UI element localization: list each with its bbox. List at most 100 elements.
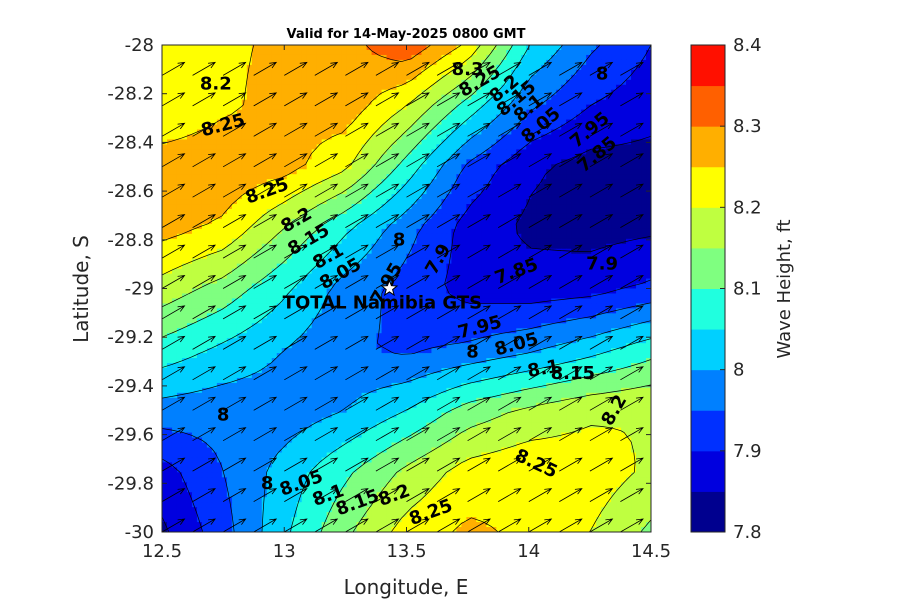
contour-cell: [191, 268, 198, 275]
contour-cell: [276, 228, 283, 235]
contour-cell: [281, 124, 288, 131]
contour-cell: [331, 233, 338, 240]
contour-cell: [611, 129, 617, 136]
contour-cell: [271, 49, 278, 56]
contour-cell: [591, 194, 597, 200]
contour-cell: [211, 179, 218, 185]
contour-cell: [496, 124, 502, 131]
contour-cell: [451, 263, 457, 270]
contour-cell: [286, 164, 293, 170]
contour-cell: [461, 45, 467, 51]
contour-cell: [166, 124, 173, 131]
contour-cell: [641, 64, 647, 71]
contour-cell: [646, 89, 651, 96]
contour-cell: [611, 194, 617, 200]
contour-cell: [401, 238, 408, 245]
contour-cell: [306, 253, 313, 260]
contour-cell: [201, 179, 208, 185]
contour-cell: [176, 189, 183, 195]
contour-cell: [291, 273, 298, 280]
contour-cell: [406, 273, 413, 280]
contour-cell: [186, 194, 193, 200]
contour-cell: [481, 248, 487, 255]
contour-cell: [321, 84, 328, 91]
contour-cell: [491, 164, 497, 170]
contour-cell: [261, 109, 268, 116]
contour-cell: [196, 293, 203, 300]
contour-cell: [316, 104, 323, 111]
contour-cell: [341, 99, 348, 106]
contour-cell: [376, 204, 383, 210]
contour-cell: [546, 199, 552, 205]
contour-cell: [226, 79, 233, 86]
contour-cell: [571, 59, 577, 66]
contour-cell: [386, 84, 393, 91]
contour-cell: [401, 149, 408, 155]
contour-cell: [416, 59, 423, 66]
contour-cell: [271, 54, 278, 61]
contour-cell: [631, 89, 637, 96]
contour-cell: [321, 268, 328, 275]
contour-cell: [461, 248, 467, 255]
contour-cell: [166, 64, 173, 71]
contour-cell: [401, 248, 408, 255]
contour-cell: [426, 114, 433, 121]
contour-cell: [621, 94, 627, 101]
contour-cell: [636, 258, 642, 265]
contour-cell: [316, 89, 323, 96]
contour-cell: [396, 124, 403, 131]
contour-cell: [641, 228, 647, 235]
contour-cell: [421, 174, 428, 180]
contour-cell: [606, 184, 612, 190]
contour-cell: [336, 79, 343, 86]
contour-cell: [631, 288, 637, 295]
contour-cell: [301, 263, 308, 270]
contour-cell: [311, 169, 318, 175]
contour-cell: [636, 74, 642, 81]
contour-cell: [196, 273, 203, 280]
contour-cell: [236, 129, 243, 136]
contour-cell: [431, 154, 438, 160]
contour-cell: [641, 154, 647, 160]
contour-cell: [291, 84, 298, 91]
contour-cell: [371, 243, 378, 250]
contour-cell: [501, 94, 507, 101]
contour-cell: [391, 134, 398, 141]
contour-cell: [236, 283, 243, 290]
contour-cell: [621, 59, 627, 66]
contour-cell: [216, 84, 223, 91]
contour-cell: [271, 238, 278, 245]
contour-cell: [386, 208, 393, 215]
contour-cell: [216, 99, 223, 106]
contour-cell: [391, 89, 398, 96]
contour-cell: [281, 273, 288, 280]
contour-cell: [186, 248, 193, 255]
contour-cell: [286, 199, 293, 205]
contour-cell: [401, 213, 408, 220]
contour-cell: [441, 278, 448, 285]
contour-cell: [416, 288, 423, 295]
contour-cell: [421, 243, 428, 250]
contour-cell: [206, 179, 213, 185]
contour-cell: [286, 64, 293, 71]
contour-cell: [426, 208, 433, 215]
contour-cell: [176, 54, 183, 61]
contour-cell: [296, 194, 303, 200]
contour-cell: [626, 129, 632, 136]
contour-cell: [636, 119, 642, 126]
contour-cell: [571, 233, 577, 240]
contour-cell: [601, 124, 607, 131]
contour-cell: [271, 268, 278, 275]
contour-cell: [426, 258, 433, 265]
contour-cell: [371, 159, 378, 165]
contour-cell: [466, 64, 472, 71]
contour-cell: [536, 104, 542, 111]
contour-cell: [351, 253, 358, 260]
contour-cell: [631, 74, 637, 81]
contour-cell: [181, 194, 188, 200]
contour-cell: [511, 213, 517, 220]
contour-cell: [356, 69, 363, 76]
contour-cell: [246, 199, 253, 205]
contour-cell: [221, 169, 228, 175]
contour-cell: [386, 248, 393, 255]
